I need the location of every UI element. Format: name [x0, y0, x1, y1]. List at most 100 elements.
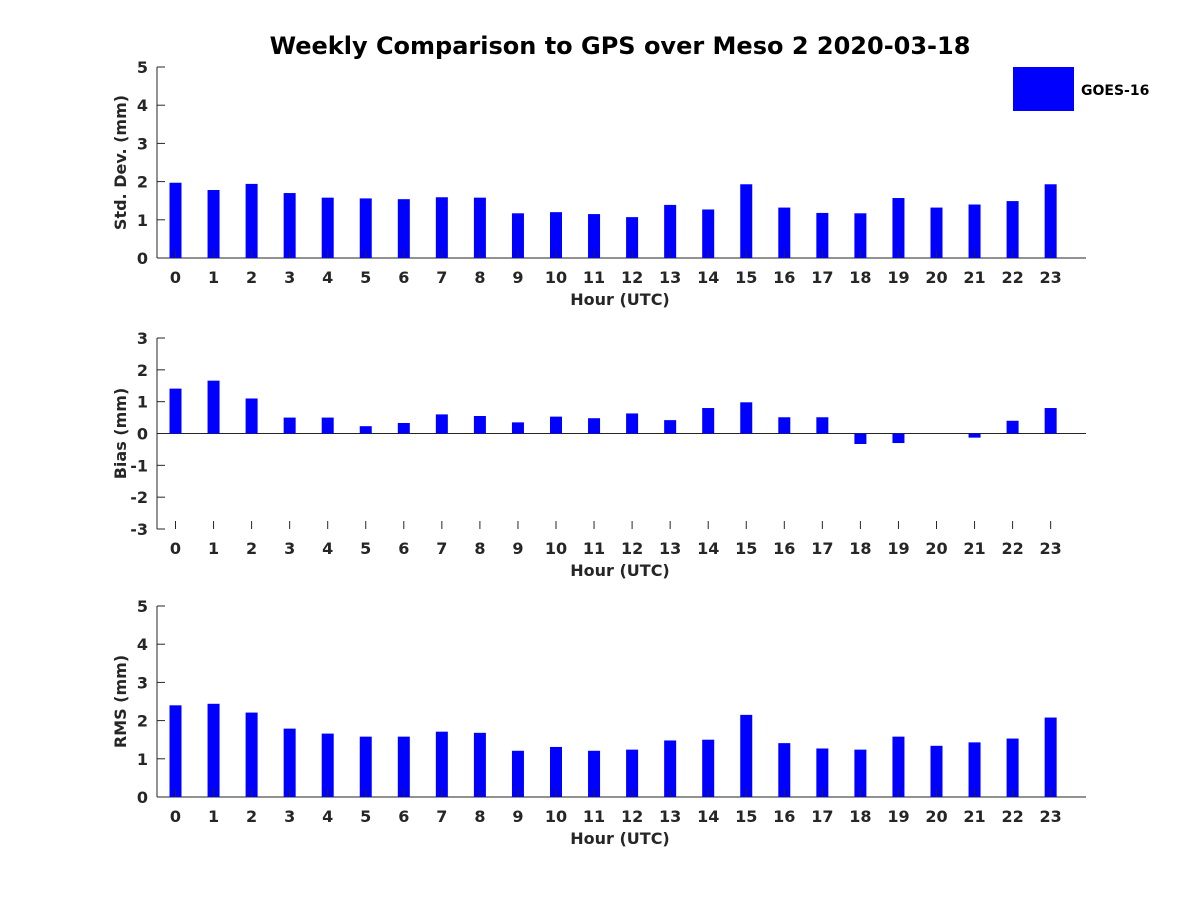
bar-hour-2 — [245, 712, 258, 797]
x-tick-label: 19 — [887, 807, 909, 826]
x-tick-label: 1 — [208, 807, 219, 826]
x-tick-label: 6 — [398, 539, 409, 558]
x-tick-label: 6 — [398, 268, 409, 287]
bar-hour-12 — [626, 217, 639, 258]
x-axis-label: Hour (UTC) — [570, 561, 670, 580]
x-tick-label: 5 — [360, 807, 371, 826]
bar-hour-13 — [664, 740, 677, 797]
bar-hour-20 — [930, 745, 943, 797]
bar-hour-19 — [892, 198, 905, 258]
x-tick-label: 15 — [735, 807, 757, 826]
x-tick-label: 13 — [659, 539, 681, 558]
bar-hour-5 — [359, 426, 372, 434]
y-tick-label: 4 — [137, 635, 148, 654]
y-tick-label: 2 — [137, 712, 148, 731]
bar-hour-16 — [778, 207, 791, 258]
x-tick-label: 2 — [246, 539, 257, 558]
bar-hour-11 — [588, 418, 601, 434]
bar-hour-2 — [245, 398, 258, 434]
y-tick-label: 3 — [137, 673, 148, 692]
x-tick-label: 2 — [246, 268, 257, 287]
x-tick-label: 18 — [849, 268, 871, 287]
bar-hour-11 — [588, 214, 601, 258]
x-tick-label: 14 — [697, 539, 719, 558]
x-tick-label: 21 — [963, 539, 985, 558]
x-tick-label: 4 — [322, 268, 333, 287]
bar-hour-5 — [359, 736, 372, 797]
x-tick-label: 18 — [849, 807, 871, 826]
x-tick-label: 10 — [545, 268, 567, 287]
bar-hour-20 — [930, 207, 943, 258]
bar-hour-6 — [397, 199, 410, 258]
bar-hour-22 — [1006, 420, 1019, 434]
y-tick-label: 4 — [137, 96, 148, 115]
bar-hour-22 — [1006, 201, 1019, 258]
bar-hour-15 — [740, 184, 753, 258]
bar-hour-7 — [435, 414, 448, 434]
y-tick-label: 1 — [137, 393, 148, 412]
x-tick-label: 21 — [963, 807, 985, 826]
x-tick-label: 10 — [545, 807, 567, 826]
x-tick-label: 10 — [545, 539, 567, 558]
bar-hour-15 — [740, 402, 753, 434]
x-tick-label: 22 — [1001, 807, 1023, 826]
bar-hour-10 — [550, 416, 562, 434]
bar-hour-12 — [626, 413, 639, 434]
x-tick-label: 2 — [246, 807, 257, 826]
x-tick-label: 7 — [436, 268, 447, 287]
x-tick-label: 17 — [811, 268, 833, 287]
bar-hour-14 — [702, 739, 715, 797]
legend-label: GOES-16 — [1081, 83, 1149, 99]
x-tick-label: 0 — [170, 807, 181, 826]
y-tick-label: -1 — [130, 456, 148, 475]
y-tick-label: 1 — [137, 750, 148, 769]
x-axis-label: Hour (UTC) — [570, 829, 670, 848]
bar-hour-22 — [1006, 738, 1019, 797]
x-tick-label: 3 — [284, 807, 295, 826]
bar-hour-21 — [968, 433, 981, 438]
bar-hour-4 — [321, 197, 334, 258]
x-axis-label: Hour (UTC) — [570, 290, 670, 309]
x-tick-label: 12 — [621, 539, 643, 558]
bar-hour-7 — [435, 731, 448, 797]
bar-hour-3 — [283, 193, 296, 258]
x-tick-label: 11 — [583, 539, 605, 558]
bar-hour-11 — [588, 750, 601, 797]
x-tick-label: 14 — [697, 807, 719, 826]
chart-title: Weekly Comparison to GPS over Meso 2 202… — [270, 32, 971, 60]
bar-hour-23 — [1044, 184, 1057, 258]
x-tick-label: 12 — [621, 268, 643, 287]
y-tick-label: 0 — [137, 249, 148, 268]
y-tick-label: 5 — [137, 597, 148, 616]
y-axis-label: Std. Dev. (mm) — [111, 95, 130, 230]
bar-hour-0 — [169, 182, 182, 258]
bar-hour-1 — [207, 190, 220, 258]
bar-hour-5 — [359, 198, 372, 258]
x-tick-label: 7 — [436, 807, 447, 826]
x-tick-label: 3 — [284, 268, 295, 287]
bar-hour-7 — [435, 197, 448, 258]
y-tick-label: 2 — [137, 361, 148, 380]
bar-hour-9 — [511, 422, 524, 434]
x-tick-label: 17 — [811, 539, 833, 558]
bar-hour-4 — [321, 733, 334, 797]
y-tick-label: -2 — [130, 488, 148, 507]
x-tick-label: 7 — [436, 539, 447, 558]
x-tick-label: 20 — [925, 268, 947, 287]
bar-hour-18 — [854, 213, 867, 258]
bar-hour-8 — [473, 415, 486, 434]
x-tick-label: 15 — [735, 268, 757, 287]
bar-hour-9 — [511, 750, 524, 797]
bar-hour-10 — [550, 212, 562, 258]
x-tick-label: 8 — [474, 539, 485, 558]
bar-hour-3 — [283, 417, 296, 434]
x-tick-label: 11 — [583, 268, 605, 287]
x-tick-label: 13 — [659, 268, 681, 287]
x-tick-label: 23 — [1040, 539, 1062, 558]
bar-hour-17 — [816, 748, 829, 797]
bar-hour-23 — [1044, 408, 1057, 434]
bar-hour-15 — [740, 714, 753, 797]
